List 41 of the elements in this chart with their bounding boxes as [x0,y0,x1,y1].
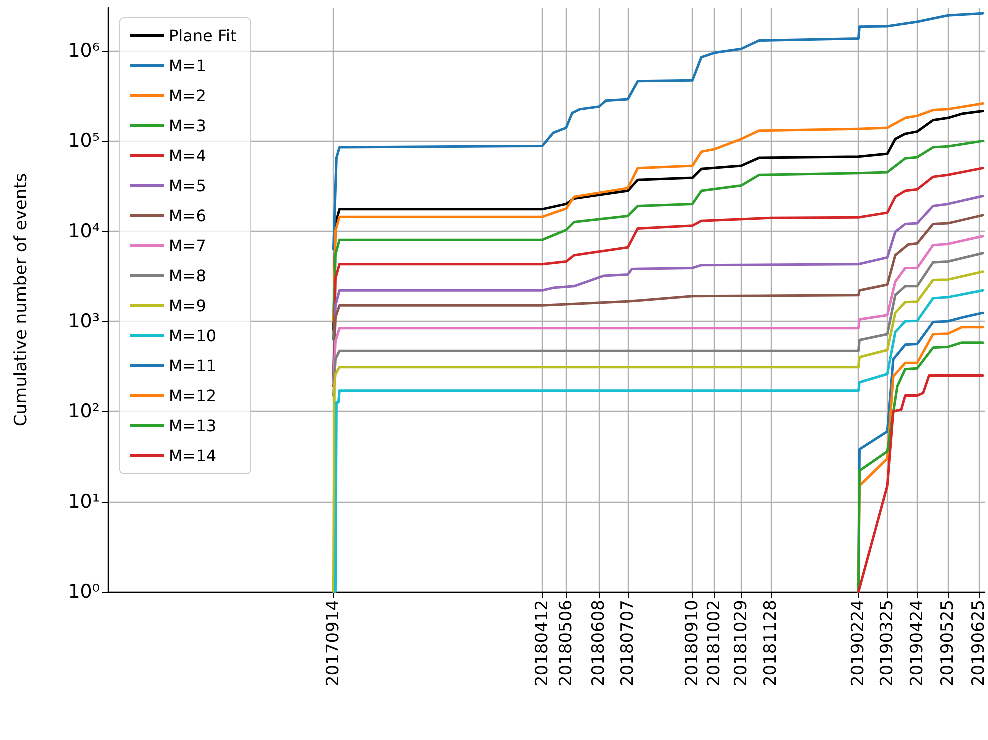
legend-label: M=2 [169,86,206,106]
x-tick-label: 20180412 [532,600,553,687]
y-tick-label: 10³ [68,310,100,333]
y-tick-label: 10¹ [68,490,100,513]
y-tick-label: 10⁶ [68,40,100,62]
legend-label: M=3 [169,116,206,136]
y-axis-title: Cumulative number of events [12,173,32,427]
x-tick-label: 20180608 [589,600,610,687]
legend-label: M=9 [169,296,206,316]
legend-label: M=11 [169,356,217,376]
y-tick-label: 10⁵ [68,130,100,152]
x-tick-label: 20170914 [324,600,344,687]
legend-label: M=14 [169,446,217,466]
y-tick-label: 10⁴ [68,220,100,242]
legend-label: M=6 [169,206,206,226]
line-series [332,252,984,398]
x-tick-label: 20181029 [731,600,752,687]
legend-label: M=1 [169,56,206,76]
x-tick-label: 20190424 [907,600,928,687]
x-tick-label: 20190325 [878,600,898,687]
x-tick-label: 20190525 [938,600,958,687]
legend-label: M=8 [169,266,206,286]
x-tick-label: 20190224 [848,600,869,687]
x-tick-label: 20180707 [618,600,638,687]
legend-label: M=12 [169,386,217,406]
legend-label: M=4 [169,146,206,166]
y-tick-label: 10² [68,400,100,423]
x-tick-label: 20180506 [556,600,576,687]
x-tick-label: 20181002 [704,600,725,687]
legend-label: M=7 [169,236,206,256]
x-tick-label: 20190625 [969,600,988,687]
legend-label: M=13 [169,416,217,436]
line-series [332,140,984,341]
x-tick-label: 20181128 [761,600,782,687]
legend-label: M=10 [169,326,217,346]
line-series [332,12,984,251]
legend-label: M=5 [169,176,206,196]
line-series [332,235,984,386]
legend-label: Plane Fit [169,26,237,46]
x-tick-label: 20180910 [682,600,703,687]
y-tick-label: 10⁰ [68,581,100,603]
